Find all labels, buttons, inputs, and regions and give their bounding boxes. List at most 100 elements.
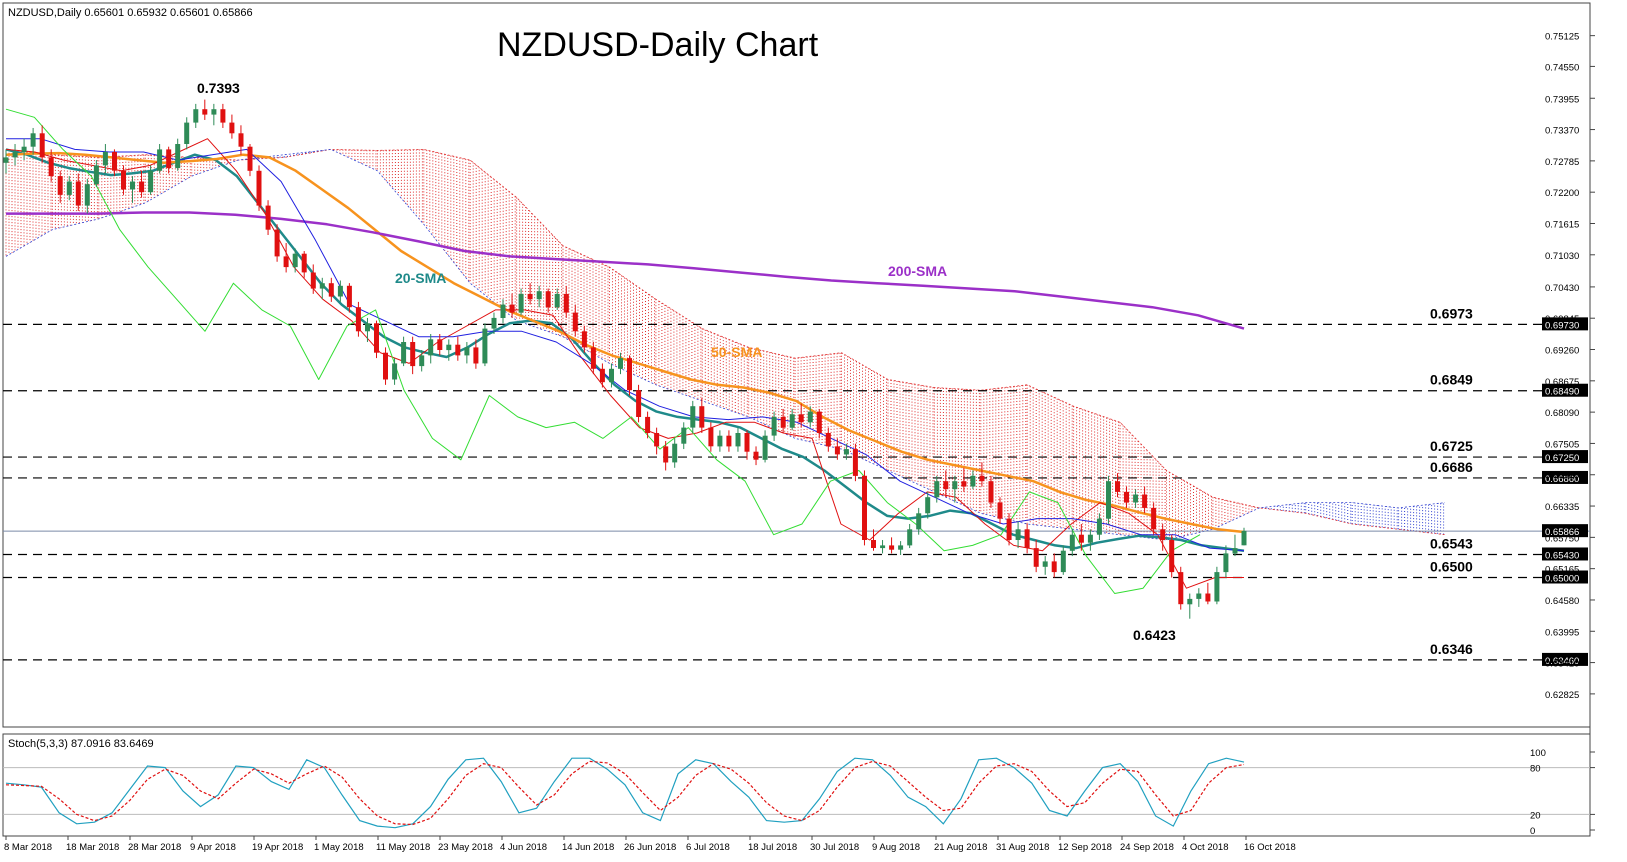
- stochastic-panel: 100 80 20 0: [3, 748, 1595, 837]
- candle: [337, 280, 343, 302]
- candle-body: [907, 529, 913, 546]
- candle-body: [437, 339, 443, 350]
- candle-body: [500, 304, 506, 318]
- date-tick-label: 31 Aug 2018: [996, 842, 1049, 853]
- candle: [392, 358, 398, 385]
- candle: [699, 398, 705, 433]
- candle: [1151, 502, 1157, 535]
- candle-body: [1214, 572, 1220, 602]
- price-tick-label: 0.75125: [1545, 32, 1579, 43]
- candle: [563, 285, 569, 318]
- candle-body: [446, 344, 452, 351]
- candle-body: [717, 435, 723, 447]
- level-price-tag-text: 0.63460: [1545, 656, 1579, 667]
- candle: [84, 178, 90, 214]
- candle-body: [328, 283, 334, 297]
- price-tick-label: 0.72785: [1545, 157, 1579, 168]
- candle-body: [1178, 572, 1184, 605]
- date-tick-label: 4 Jun 2018: [500, 842, 547, 853]
- candle: [48, 149, 54, 182]
- candle-body: [410, 342, 416, 367]
- candle: [482, 323, 488, 367]
- candle-body: [455, 344, 461, 356]
- candle: [346, 283, 352, 313]
- level-label: 0.6500: [1430, 558, 1473, 574]
- level-price-tag: [1542, 470, 1588, 484]
- candle: [21, 138, 27, 161]
- candle: [672, 438, 678, 468]
- candle-body: [1223, 553, 1229, 573]
- current-price-tag-text: 0.65866: [1545, 527, 1579, 538]
- candle: [618, 352, 623, 375]
- price-tick-label: 0.70430: [1545, 283, 1579, 294]
- candle-body: [1160, 529, 1166, 540]
- price-tick-label: 0.71615: [1545, 219, 1579, 230]
- candle: [130, 176, 135, 203]
- candle-body: [979, 475, 985, 482]
- date-tick-label: 18 Jul 2018: [748, 842, 797, 853]
- candle: [943, 470, 949, 498]
- candle-body: [1187, 598, 1193, 605]
- candle: [256, 165, 262, 211]
- level-price-tag: [1542, 652, 1588, 666]
- candle-body: [1051, 561, 1057, 573]
- candle: [410, 336, 416, 375]
- candle: [862, 470, 867, 546]
- candle-body: [1096, 518, 1102, 535]
- candle: [609, 363, 614, 388]
- candle: [464, 342, 470, 364]
- candle-body: [265, 205, 271, 230]
- candle: [319, 277, 325, 300]
- candle-body: [319, 283, 325, 289]
- candle-body: [310, 272, 316, 289]
- candle-body: [473, 347, 479, 364]
- level-price-tag-text: 0.66860: [1545, 474, 1579, 485]
- candle-body: [744, 433, 750, 452]
- candle-body: [563, 293, 569, 313]
- candle-body: [536, 291, 542, 300]
- candle: [30, 127, 36, 155]
- candle-body: [599, 368, 605, 383]
- candle: [1214, 566, 1220, 605]
- candle: [518, 288, 524, 316]
- candle-body: [112, 152, 117, 171]
- candle: [211, 103, 217, 126]
- candle-body: [590, 347, 596, 369]
- candle: [437, 333, 443, 356]
- candle-body: [139, 181, 145, 193]
- candle-body: [346, 285, 352, 308]
- candle-body: [274, 229, 280, 257]
- stoch-header: Stoch(5,3,3) 87.0916 83.6469: [8, 738, 154, 750]
- price-tick-label: 0.68090: [1545, 408, 1579, 419]
- candle: [1223, 545, 1229, 578]
- candle-body: [889, 545, 895, 550]
- candle: [1033, 540, 1039, 573]
- candle: [1178, 566, 1184, 610]
- level-price-tag-text: 0.65430: [1545, 550, 1579, 561]
- candle: [907, 523, 913, 549]
- candle: [780, 408, 786, 433]
- candle: [1087, 529, 1093, 551]
- date-tick-label: 1 May 2018: [314, 842, 364, 853]
- candle-body: [699, 406, 705, 428]
- candle: [880, 540, 886, 554]
- candle-body: [30, 133, 36, 147]
- candle-body: [871, 540, 876, 548]
- candle-body: [843, 449, 849, 455]
- candle: [834, 438, 840, 460]
- sma50-line: [5, 151, 1245, 534]
- level-price-tag-text: 0.67250: [1545, 453, 1579, 464]
- candle: [1142, 486, 1148, 514]
- price-tick-label: 0.66335: [1545, 502, 1579, 513]
- candle-body: [12, 152, 18, 158]
- candle-body: [75, 181, 81, 206]
- candle-body: [816, 411, 822, 433]
- candle: [328, 277, 334, 302]
- candle: [75, 173, 81, 211]
- candle: [789, 408, 795, 431]
- candle-body: [220, 109, 226, 123]
- candle: [708, 422, 714, 452]
- candle-body: [636, 390, 642, 417]
- candle: [1205, 582, 1211, 605]
